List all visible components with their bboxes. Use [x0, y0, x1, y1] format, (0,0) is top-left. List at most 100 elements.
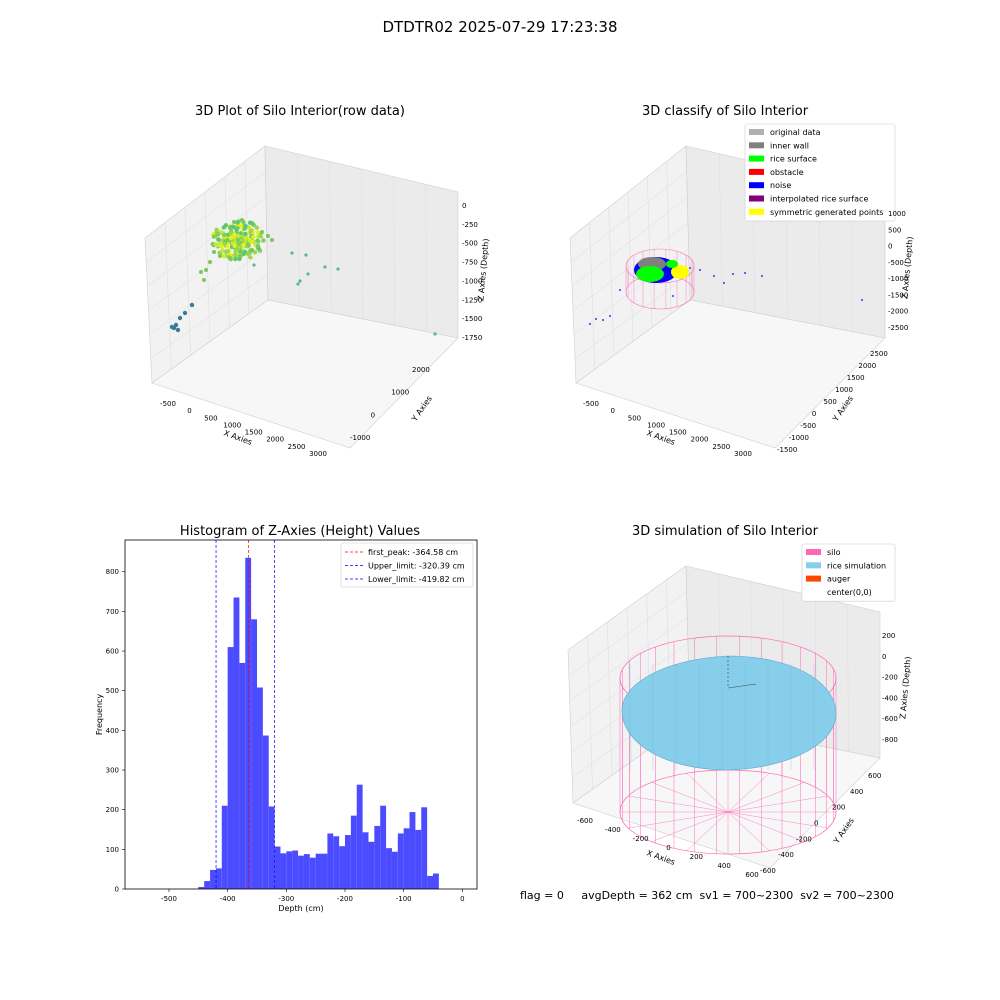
p1-point [250, 248, 254, 252]
p1-point [199, 270, 203, 274]
p3-bar [286, 851, 293, 889]
p2-xtick: 3000 [734, 450, 752, 458]
p2-rice-surface [636, 266, 664, 282]
p2-xtick: 500 [628, 414, 641, 422]
p4-xtick: 0 [666, 844, 670, 852]
p4-ztick: 0 [882, 653, 886, 661]
p3-xtick-label: -300 [278, 895, 294, 903]
p1-point [225, 249, 230, 254]
p4-legend-swatch [806, 562, 821, 569]
p2-legend-swatch [749, 168, 764, 175]
p2-noise-point [602, 319, 604, 321]
p1-point [210, 241, 215, 247]
panel1-3d-plot [144, 145, 459, 449]
p4-rice-simulation [621, 655, 837, 771]
p1-point [243, 223, 248, 229]
p1-point [241, 251, 246, 257]
p3-bar [427, 875, 433, 889]
p2-ztick: 1000 [888, 210, 906, 218]
p3-bar [257, 687, 263, 889]
p1-point [211, 234, 217, 239]
p2-xtick: -500 [583, 400, 599, 408]
p1-point [306, 272, 310, 276]
p1-point [235, 220, 240, 225]
p3-xtick-label: 0 [460, 895, 464, 903]
p2-noise-point [713, 275, 715, 277]
p1-xtick: 1500 [245, 429, 263, 437]
p2-legend-swatch [749, 195, 764, 202]
p3-bar [204, 881, 211, 889]
p1-point [255, 230, 261, 235]
p2-legend-label: interpolated rice surface [770, 195, 868, 204]
p2-ztick: 500 [888, 226, 901, 234]
p1-point [323, 265, 327, 269]
p1-ztick: 0 [462, 202, 466, 210]
p2-legend-swatch [749, 129, 764, 135]
p1-xtick: 0 [187, 407, 191, 415]
p4-xtick: 600 [745, 871, 758, 879]
p3-ytick-label: 700 [106, 608, 119, 616]
p3-bar [380, 805, 387, 889]
p4-legend [801, 543, 896, 602]
p2-legend-swatch [749, 155, 764, 162]
p1-point [221, 253, 226, 259]
p4-xtick: -400 [605, 826, 621, 834]
p2-rice-surface [666, 260, 678, 268]
p1-point [290, 251, 294, 255]
p1-xtick: 1000 [223, 421, 241, 429]
p1-point [235, 237, 241, 243]
p2-noise-point [672, 295, 674, 297]
p1-ytick: 1000 [391, 389, 409, 397]
p1-ztick: -500 [462, 240, 478, 248]
p1-point [246, 243, 251, 248]
panel4-3d-plot [567, 565, 881, 869]
p3-xtick-label: -100 [396, 895, 412, 903]
p2-noise-point [761, 275, 763, 277]
p1-point [261, 238, 266, 243]
p4-xlabel: X Axies [645, 848, 676, 867]
p3-xlabel: Depth (cm) [278, 904, 323, 913]
p2-ztick: 0 [888, 243, 892, 251]
p2-ztick: -2000 [888, 308, 908, 316]
p4-silo-spoke [651, 811, 729, 842]
p3-bar [245, 557, 252, 889]
p2-xtick: 2000 [691, 436, 709, 444]
p3-bar [309, 857, 316, 889]
p4-ztick: -400 [882, 694, 898, 702]
p3-ytick-label: 100 [106, 846, 119, 854]
p1-ytick: 2000 [412, 366, 430, 374]
p2-ytick: -500 [800, 422, 816, 430]
p4-xtick: 400 [717, 862, 730, 870]
p4-ztick: -600 [882, 715, 898, 723]
p2-noise-point [595, 318, 597, 320]
p2-noise-point [723, 282, 725, 284]
p2-symmetric-points [671, 265, 689, 279]
p1-ztick: -1500 [462, 315, 482, 323]
p1-point [252, 250, 258, 255]
p1-point [232, 220, 236, 224]
p4-ytick: 200 [832, 804, 845, 812]
p2-ytick: 500 [824, 398, 837, 406]
p3-bar [268, 806, 275, 889]
p3-bar [215, 868, 222, 889]
p3-bar [391, 851, 398, 889]
p3-ytick-label: 300 [106, 767, 119, 775]
p1-point [230, 224, 236, 229]
p3-bar [239, 662, 246, 889]
p1-point [433, 332, 437, 336]
p4-ytick: 0 [814, 820, 818, 828]
p1-zlabel: Z Axies (Depth) [476, 238, 490, 301]
p1-point [233, 256, 238, 262]
p2-noise-point [689, 267, 691, 269]
p4-silo-spoke [727, 782, 805, 813]
p1-xtick: 3000 [309, 450, 327, 458]
p3-legend-label: Lower_limit: -419.82 cm [368, 575, 465, 584]
p2-ztick: -2500 [888, 324, 908, 332]
p4-ztick: -200 [882, 674, 898, 682]
p3-bar [221, 805, 228, 889]
p3-bar [403, 828, 410, 889]
p1-point [228, 226, 232, 230]
p1-ztick: -250 [462, 221, 478, 229]
p1-point [220, 248, 225, 253]
p1-point [236, 233, 241, 238]
